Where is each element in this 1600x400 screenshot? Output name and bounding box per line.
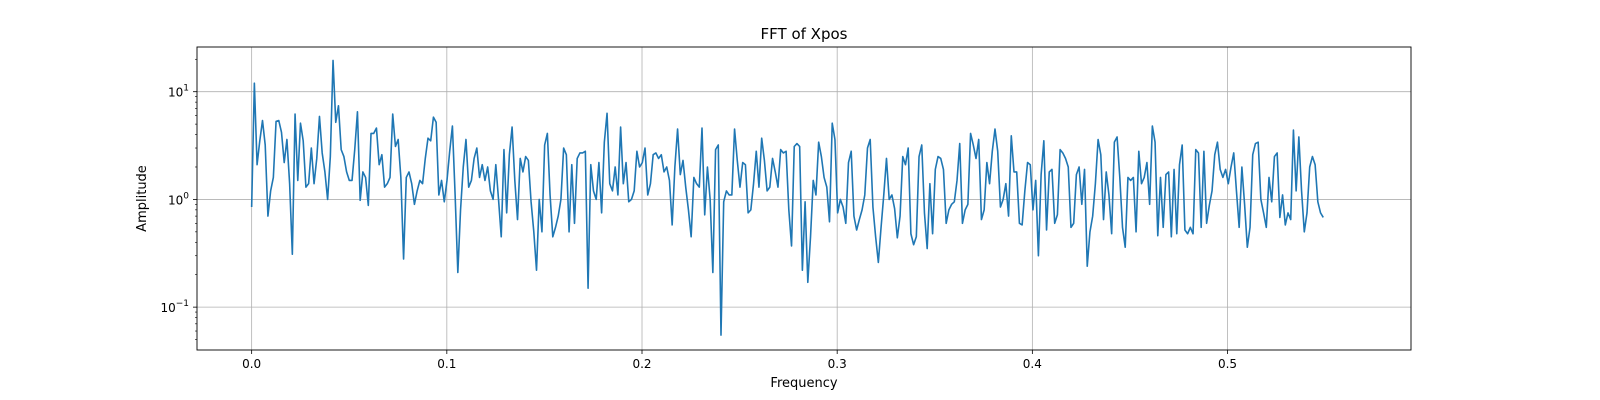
plot-frame	[196, 46, 1412, 351]
series-layer	[250, 59, 1324, 336]
x-tick-label: 0.0	[242, 357, 261, 371]
y-axis-label: Amplitude	[135, 165, 150, 232]
x-tick-label: 0.3	[828, 357, 847, 371]
x-tick-label: 0.2	[632, 357, 651, 371]
y-tick-label: 100	[168, 191, 189, 207]
y-tick-label: 10−1	[160, 299, 189, 315]
x-axis-label: Frequency	[770, 376, 837, 391]
x-tick-label: 0.5	[1218, 357, 1237, 371]
x-axis: 0.0 0.1 0.2 0.3 0.4 0.5	[242, 350, 1237, 371]
y-axis: 10−1 100 101	[160, 58, 197, 340]
x-tick-label: 0.1	[437, 357, 456, 371]
y-tick-label: 101	[168, 84, 189, 100]
chart-title: FFT of Xpos	[761, 25, 848, 43]
series-line	[250, 59, 1324, 336]
x-tick-label: 0.4	[1023, 357, 1042, 371]
